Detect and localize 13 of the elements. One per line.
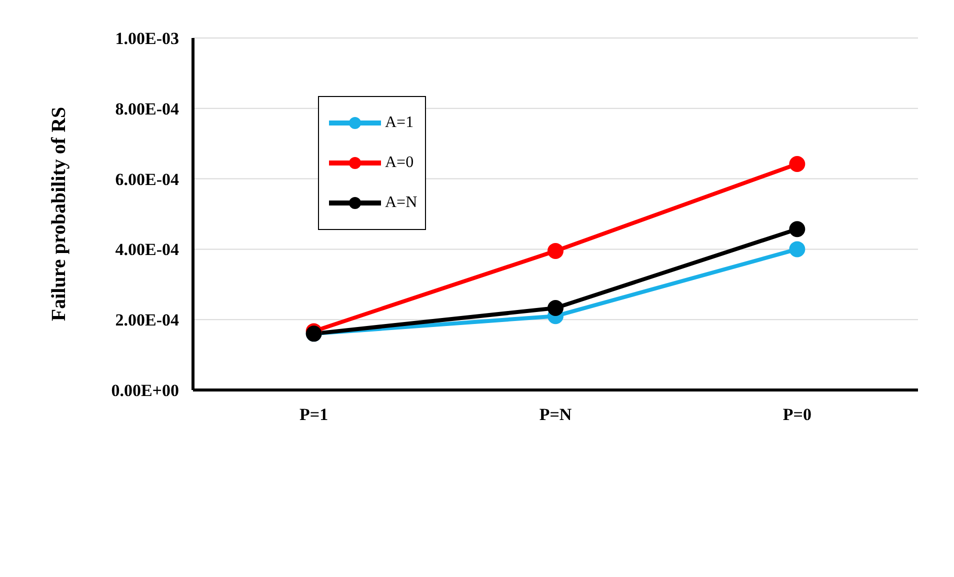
y-tick-label: 8.00E-04	[115, 99, 180, 118]
y-tick-label: 0.00E+00	[111, 381, 179, 400]
legend-label: A=0	[385, 154, 414, 172]
y-tick-label: 2.00E-04	[115, 310, 180, 330]
y-tick-label: 1.00E-03	[115, 29, 179, 48]
y-axis-title: Failure probability of RS	[48, 106, 70, 322]
x-tick-label: P=N	[539, 405, 572, 424]
y-tick-label: 4.00E-04	[115, 240, 180, 260]
legend-label: A=1	[385, 114, 414, 132]
x-tick-label: P=0	[782, 405, 812, 424]
y-tick-label: 6.00E-04	[115, 170, 180, 189]
x-tick-label: P=1	[300, 405, 328, 424]
legend-label: A=N	[385, 194, 418, 212]
